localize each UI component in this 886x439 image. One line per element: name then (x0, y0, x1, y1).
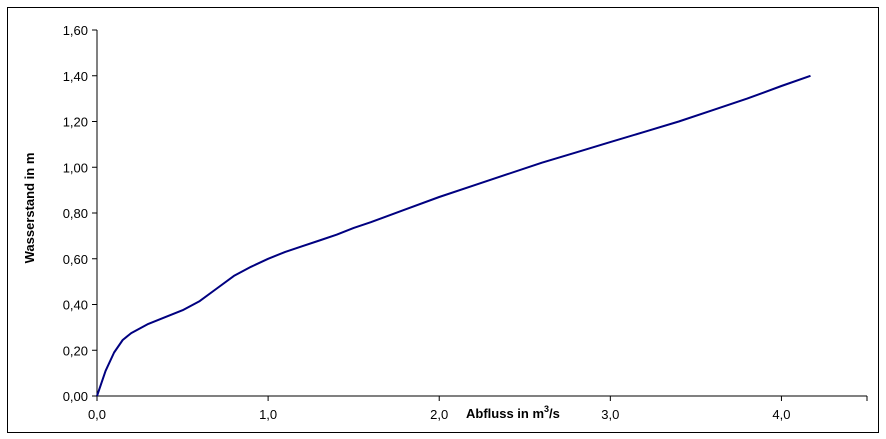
x-axis-title: Abfluss in m3/s (466, 404, 560, 421)
y-ticks: 0,00 0,20 0,40 0,60 0,80 1,00 1,20 1,40 1,60 (63, 23, 97, 404)
series-layer (96, 74, 811, 397)
y-tick-label: 0,60 (63, 252, 88, 267)
x-tick-label: 1,0 (259, 407, 277, 422)
y-tick-label: 0,20 (63, 343, 88, 358)
x-tick-label: 4,0 (772, 407, 790, 422)
x-ticks: 0,0 1,0 2,0 3,0 4,0 (88, 396, 868, 422)
axes (96, 30, 867, 397)
x-tick-label: 2,0 (430, 407, 448, 422)
y-tick-label: 0,40 (63, 298, 88, 313)
y-tick-label: 1,40 (63, 69, 88, 84)
y-tick-label: 1,00 (63, 160, 88, 175)
x-tick-label: 0,0 (88, 407, 106, 422)
series-line (96, 74, 811, 397)
y-tick-label: 0,80 (63, 206, 88, 221)
x-tick-label: 3,0 (601, 407, 619, 422)
y-tick-label: 1,60 (63, 23, 88, 38)
y-tick-label: 1,20 (63, 115, 88, 130)
y-tick-label: 0,00 (63, 389, 88, 404)
y-axis-title: Wasserstand in m (22, 153, 37, 264)
chart-frame (7, 7, 879, 433)
